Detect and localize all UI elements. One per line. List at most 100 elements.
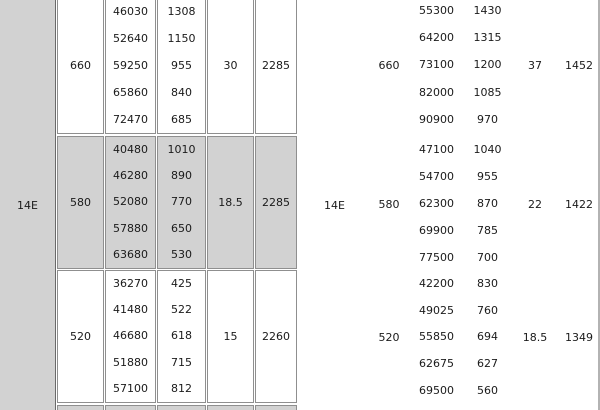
value-cell: 1010 — [167, 143, 196, 157]
value-cell: 46280 — [113, 169, 148, 183]
power-value: 18.5 — [522, 331, 548, 344]
right-cropped-row-cell — [413, 404, 460, 410]
value-cell: 1040 — [473, 143, 502, 157]
value-cell: 90900 — [419, 113, 454, 127]
value-cell: 54700 — [419, 170, 454, 184]
value-cell: 560 — [477, 383, 498, 397]
value-cell: 715 — [171, 355, 192, 369]
group-label: 580 — [378, 197, 400, 211]
power-value: 37 — [528, 59, 542, 72]
right-group-660-col2-cell: 1430 1315 1200 1085 970 — [463, 0, 512, 134]
left-group-580-label-cell: 580 — [57, 136, 104, 269]
left-group-660-power-cell: 30 — [207, 0, 254, 134]
left-cropped-row-cell — [207, 405, 254, 410]
value-cell: 785 — [477, 223, 498, 237]
value-cell: 62675 — [419, 357, 454, 371]
value-cell: 694 — [477, 330, 498, 344]
value-cell: 618 — [171, 329, 192, 343]
right-group-660-label-cell: 660 — [368, 0, 410, 134]
value-cell: 46030 — [113, 4, 148, 18]
right-cropped-row-cell — [515, 404, 555, 410]
value-cell: 69500 — [419, 383, 454, 397]
value-cell: 36270 — [113, 277, 148, 291]
value-cell: 73100 — [419, 58, 454, 72]
value-cell: 425 — [171, 277, 192, 291]
weight-value: 2260 — [262, 330, 290, 343]
right-group-580-power-cell: 22 — [515, 137, 555, 271]
value-cell: 1200 — [473, 58, 502, 72]
left-row-label: 14E — [17, 198, 38, 212]
value-cell: 57880 — [113, 221, 148, 235]
right-group-660-weight-cell: 1452 — [558, 0, 600, 134]
left-group-580-power-cell: 18.5 — [207, 136, 254, 269]
value-cell: 760 — [477, 303, 498, 317]
value-cell: 970 — [477, 113, 498, 127]
value-cell: 63680 — [113, 247, 148, 261]
value-cell: 1315 — [473, 31, 502, 45]
group-label: 520 — [70, 330, 91, 343]
right-group-660-col1-cell: 55300 64200 73100 82000 90900 — [413, 0, 460, 134]
right-cropped-row-cell — [463, 404, 512, 410]
left-group-520-weight-cell: 2260 — [255, 270, 297, 403]
weight-value: 1452 — [565, 59, 593, 72]
left-group-580-col2-cell: 1010 890 770 650 530 — [157, 136, 206, 269]
value-cell: 812 — [171, 381, 192, 395]
value-cell: 770 — [171, 195, 192, 209]
value-cell: 77500 — [419, 250, 454, 264]
value-cell: 55300 — [419, 3, 454, 17]
value-cell: 955 — [171, 58, 192, 72]
value-cell: 55850 — [419, 330, 454, 344]
left-cropped-row-cell — [57, 405, 104, 410]
right-table-row-label-cell: 14E — [307, 0, 362, 410]
right-cropped-row-cell — [558, 404, 600, 410]
weight-value: 1422 — [565, 197, 593, 211]
value-cell: 51880 — [113, 355, 148, 369]
right-group-520-col1-cell: 42200 49025 55850 62675 69500 — [413, 271, 460, 404]
value-cell: 40480 — [113, 143, 148, 157]
power-value: 30 — [223, 59, 238, 72]
value-cell: 52080 — [113, 195, 148, 209]
right-cropped-row-cell — [368, 404, 410, 410]
value-cell: 41480 — [113, 303, 148, 317]
weight-value: 2285 — [262, 59, 290, 72]
value-cell: 47100 — [419, 143, 454, 157]
value-cell: 42200 — [419, 277, 454, 291]
value-cell: 49025 — [419, 303, 454, 317]
value-cell: 522 — [171, 303, 192, 317]
left-group-660-weight-cell: 2285 — [255, 0, 297, 134]
power-value: 18.5 — [218, 196, 243, 209]
right-group-520-power-cell: 18.5 — [515, 271, 555, 404]
value-cell: 840 — [171, 85, 192, 99]
right-row-label: 14E — [324, 198, 345, 212]
value-cell: 82000 — [419, 85, 454, 99]
group-label: 660 — [70, 59, 91, 72]
group-label: 580 — [70, 196, 91, 209]
group-label: 660 — [378, 59, 400, 72]
right-group-580-label-cell: 580 — [368, 137, 410, 271]
left-group-520-col1-cell: 36270 41480 46680 51880 57100 — [105, 270, 156, 403]
value-cell: 955 — [477, 170, 498, 184]
power-value: 22 — [528, 197, 542, 211]
left-group-520-power-cell: 15 — [207, 270, 254, 403]
left-table-row-label-cell: 14E — [0, 0, 56, 410]
value-cell: 627 — [477, 357, 498, 371]
left-group-660-col2-cell: 1308 1150 955 840 685 — [157, 0, 206, 134]
value-cell: 1308 — [167, 4, 196, 18]
scan-edge-line — [598, 0, 600, 410]
left-cropped-row-cell — [105, 405, 156, 410]
value-cell: 72470 — [113, 112, 148, 126]
value-cell: 1085 — [473, 85, 502, 99]
power-value: 15 — [223, 330, 238, 343]
left-group-580-col1-cell: 40480 46280 52080 57880 63680 — [105, 136, 156, 269]
value-cell: 69900 — [419, 223, 454, 237]
left-group-520-label-cell: 520 — [57, 270, 104, 403]
right-group-520-col2-cell: 830 760 694 627 560 — [463, 271, 512, 404]
value-cell: 57100 — [113, 381, 148, 395]
value-cell: 685 — [171, 112, 192, 126]
left-group-520-col2-cell: 425 522 618 715 812 — [157, 270, 206, 403]
right-group-580-col1-cell: 47100 54700 62300 69900 77500 — [413, 137, 460, 271]
value-cell: 650 — [171, 221, 192, 235]
value-cell: 62300 — [419, 196, 454, 210]
left-cropped-row-cell — [157, 405, 206, 410]
